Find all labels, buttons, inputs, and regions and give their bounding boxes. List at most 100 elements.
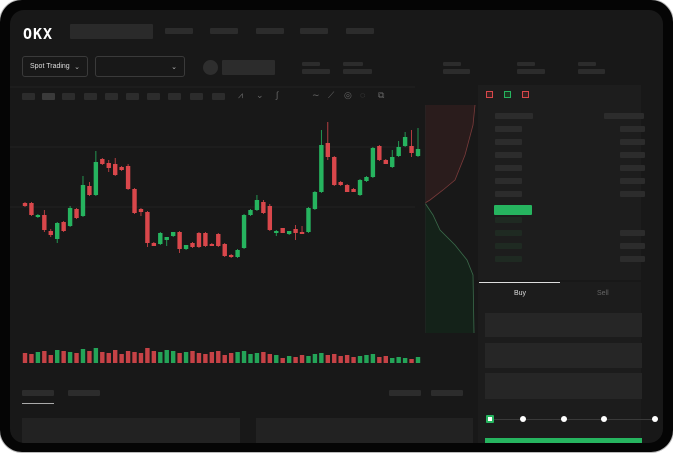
volume-bar	[29, 354, 34, 363]
volume-bar	[332, 354, 337, 363]
indicator-icon[interactable]: ∫	[276, 90, 279, 100]
amount-slider[interactable]	[490, 419, 655, 420]
candle-body	[145, 212, 150, 243]
volume-bar	[390, 358, 395, 363]
candle-body	[100, 159, 105, 164]
nav-item[interactable]	[210, 28, 238, 34]
volume-bar	[164, 350, 169, 363]
slider-step-25[interactable]	[520, 416, 526, 422]
total-input[interactable]	[485, 373, 642, 399]
circle-icon[interactable]: ◎	[344, 90, 352, 100]
candle-body	[22, 203, 28, 206]
candle-body	[370, 148, 376, 177]
slider-handle[interactable]	[486, 415, 494, 423]
candle-body	[241, 215, 247, 248]
orderbook-layout-icon[interactable]	[504, 91, 511, 98]
indicator-icon[interactable]: ⩘	[238, 90, 244, 100]
tab-buy[interactable]: Buy	[514, 290, 527, 297]
candle-body	[332, 157, 337, 185]
orderbook-amount	[604, 113, 644, 119]
volume-bar	[306, 356, 311, 363]
volume-bar	[112, 350, 118, 363]
candle-body	[312, 192, 318, 209]
pair-select[interactable]: ⌄	[95, 56, 185, 77]
filter-button[interactable]	[389, 390, 421, 396]
stat-label	[343, 62, 363, 66]
orderbook-amount	[620, 139, 645, 145]
interval-button[interactable]	[84, 93, 97, 100]
nav-item[interactable]	[165, 28, 193, 34]
buy-button[interactable]	[485, 438, 642, 443]
interval-button[interactable]	[62, 93, 75, 100]
candle-body	[164, 237, 169, 240]
orderbook-price	[495, 165, 522, 171]
volume-bar	[74, 353, 79, 363]
orderbook-amount	[620, 165, 645, 171]
orderbook-price	[495, 256, 522, 262]
slider-step-100[interactable]	[652, 416, 658, 422]
line-icon[interactable]: ∼	[312, 90, 320, 100]
candle-body	[261, 202, 266, 213]
bottom-panel-right	[256, 418, 473, 443]
slider-step-75[interactable]	[601, 416, 607, 422]
search-bar[interactable]	[70, 24, 153, 39]
volume-bar	[402, 358, 408, 363]
volume-bar	[319, 353, 324, 363]
orderbook-price	[495, 178, 522, 184]
okx-logo[interactable]: OKX	[23, 25, 54, 43]
orderbook-layout-icon[interactable]	[522, 91, 529, 98]
candle-body	[74, 209, 79, 218]
interval-button[interactable]	[190, 93, 203, 100]
volume-bar	[151, 351, 157, 363]
volume-bar	[132, 352, 137, 363]
market-type-dropdown[interactable]: Spot Trading ⌄	[22, 56, 88, 77]
volume-bar	[357, 356, 363, 363]
orderbook-layout-icon[interactable]	[486, 91, 493, 98]
volume-bar	[274, 355, 279, 363]
fullscreen-icon[interactable]: ⧉	[378, 90, 385, 100]
settings-icon[interactable]: ◌	[360, 90, 366, 100]
nav-item[interactable]	[256, 28, 284, 34]
volume-bar	[293, 357, 298, 363]
amount-input[interactable]	[485, 343, 642, 368]
interval-button[interactable]	[212, 93, 225, 100]
interval-button[interactable]	[126, 93, 139, 100]
nav-item[interactable]	[346, 28, 374, 34]
volume-bar	[241, 351, 247, 363]
tab-open-orders[interactable]	[22, 390, 54, 396]
trade-panel: Buy Sell	[478, 282, 658, 443]
volume-bar	[87, 351, 92, 363]
candle-body	[280, 228, 285, 233]
interval-button[interactable]	[22, 93, 35, 100]
volume-bar	[22, 353, 28, 363]
nav-item[interactable]	[300, 28, 328, 34]
pencil-icon[interactable]: ⟋	[328, 90, 335, 100]
filter-button[interactable]	[431, 390, 463, 396]
tab-order-history[interactable]	[68, 390, 100, 396]
tab-sell[interactable]: Sell	[597, 290, 609, 297]
candle-body	[216, 234, 221, 246]
orderbook-amount	[620, 243, 645, 249]
slider-step-50[interactable]	[561, 416, 567, 422]
orderbook-amount	[620, 256, 645, 262]
interval-button[interactable]	[105, 93, 118, 100]
candle-body	[112, 164, 118, 175]
candle-body	[209, 244, 215, 246]
mid-price	[494, 205, 532, 215]
interval-button[interactable]	[168, 93, 181, 100]
volume-bar	[61, 351, 66, 363]
candle-body	[338, 182, 343, 185]
orderbook-amount	[620, 178, 645, 184]
volume-bar	[80, 349, 86, 363]
stat-label	[443, 62, 461, 66]
interval-button[interactable]	[147, 93, 160, 100]
indicator-icon[interactable]: ⌄	[256, 90, 264, 100]
volume-bar	[299, 355, 305, 363]
candle-body	[286, 231, 292, 234]
volume-bar	[203, 354, 208, 363]
price-input[interactable]	[485, 313, 642, 337]
interval-button[interactable]	[42, 93, 55, 100]
candlestick-chart[interactable]	[10, 10, 663, 443]
candle-body	[29, 203, 34, 215]
